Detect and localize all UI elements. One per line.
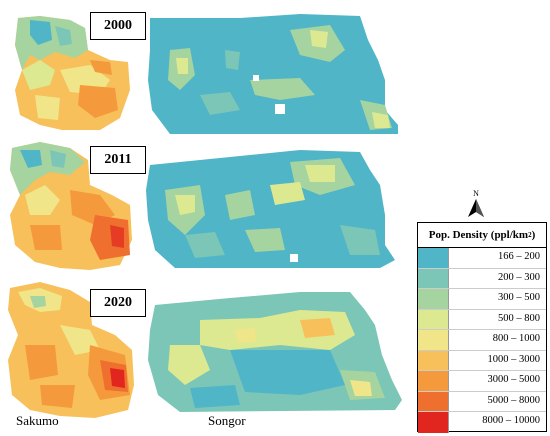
- legend-row: 1000 – 3000: [418, 350, 546, 371]
- legend-swatch: [418, 330, 449, 350]
- legend-label: 5000 – 8000: [487, 394, 541, 406]
- legend-title: Pop. Density (ppl/km 2): [418, 223, 546, 248]
- legend-swatch: [418, 412, 449, 433]
- songor-map-2000: [148, 14, 398, 134]
- legend-title-close: ): [531, 229, 536, 241]
- legend-row: 300 – 500: [418, 289, 546, 310]
- legend-row: 3000 – 5000: [418, 371, 546, 392]
- legend-swatch: [418, 391, 449, 411]
- songor-map-2020: [148, 292, 402, 412]
- legend-label: 500 – 800: [498, 312, 540, 324]
- legend-label: 3000 – 5000: [487, 374, 541, 385]
- region-label-sakumo: Sakumo: [16, 413, 59, 428]
- legend-title-sup: 2: [528, 231, 532, 239]
- legend-swatch: [418, 268, 449, 288]
- legend-row: 5000 – 8000: [418, 391, 546, 412]
- legend-swatch: [418, 309, 449, 329]
- legend-swatch: [418, 248, 449, 268]
- legend-row: 200 – 300: [418, 268, 546, 289]
- legend-swatch: [418, 371, 449, 391]
- legend-row: 8000 – 10000: [418, 412, 546, 433]
- legend-swatch: [418, 289, 449, 309]
- north-arrow: N: [466, 190, 486, 220]
- legend-label: 8000 – 10000: [482, 415, 540, 426]
- legend-swatch: [418, 350, 449, 370]
- songor-map-2011: [146, 150, 395, 268]
- year-label-2000: 2000: [90, 12, 146, 40]
- legend-row: 166 – 200: [418, 248, 546, 269]
- legend-label: 166 – 200: [498, 251, 540, 262]
- legend-label: 800 – 1000: [492, 333, 540, 344]
- north-letter: N: [473, 189, 479, 198]
- legend-rows: 166 – 200 200 – 300 300 – 500 500 – 800 800 …: [418, 248, 546, 433]
- region-label-songor: Songor: [208, 413, 246, 428]
- legend-row: 500 – 800: [418, 309, 546, 330]
- legend-label: 200 – 300: [498, 271, 540, 283]
- legend: Pop. Density (ppl/km 2) 166 – 200 200 – 30…: [417, 222, 547, 433]
- sakumo-map-2000: [15, 16, 130, 130]
- legend-label: 1000 – 3000: [487, 353, 541, 365]
- year-label-2020: 2020: [90, 289, 146, 317]
- legend-row: 800 – 1000: [418, 330, 546, 351]
- year-label-2011: 2011: [90, 146, 146, 174]
- legend-label: 300 – 500: [498, 292, 540, 303]
- north-arrow-icon: [468, 199, 484, 217]
- sakumo-map-2011: [10, 142, 132, 270]
- sakumo-map-2020: [8, 282, 134, 418]
- legend-title-text: Pop. Density (ppl/km: [428, 229, 529, 241]
